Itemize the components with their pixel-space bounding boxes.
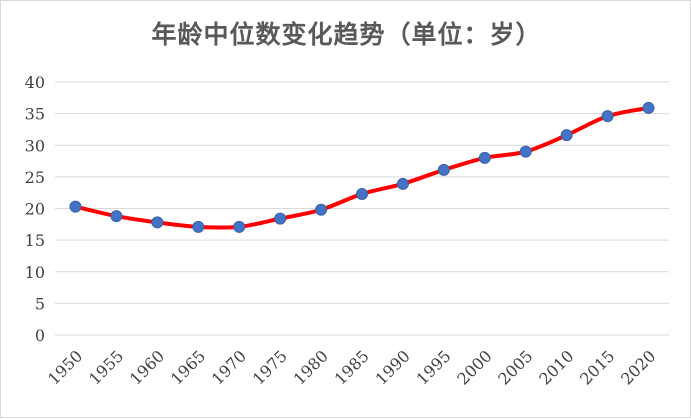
data-point	[478, 151, 491, 164]
y-tick-label: 0	[35, 326, 45, 345]
data-point	[192, 220, 205, 233]
x-tick-label: 1965	[167, 346, 209, 388]
data-point	[356, 187, 368, 200]
y-axis-tick-labels: 0 5 10 15 20 25 30 35 40	[25, 73, 45, 345]
x-tick-label: 1960	[126, 346, 168, 388]
x-tick-label: 1985	[331, 346, 373, 388]
x-tick-label: 2015	[576, 346, 618, 388]
data-point	[642, 101, 655, 114]
y-tick-label: 20	[25, 200, 45, 219]
y-tick-label: 35	[25, 105, 45, 124]
data-point	[69, 200, 82, 213]
data-points	[69, 101, 655, 233]
x-tick-label: 1955	[85, 346, 127, 388]
y-tick-label: 30	[25, 136, 45, 155]
x-tick-label: 1970	[208, 346, 250, 388]
series-line	[73, 105, 651, 230]
x-tick-label: 2005	[494, 346, 536, 388]
data-point	[315, 203, 328, 216]
data-point	[396, 177, 409, 190]
series-layer	[73, 105, 651, 230]
x-tick-label: 1995	[412, 346, 454, 388]
x-tick-label: 2020	[617, 346, 659, 388]
y-tick-label: 25	[25, 168, 45, 187]
x-tick-label: 2000	[453, 346, 495, 388]
x-tick-label: 1950	[44, 346, 86, 388]
data-point	[274, 212, 287, 225]
data-point	[233, 220, 246, 233]
data-point	[519, 145, 532, 158]
x-tick-label: 2010	[535, 346, 577, 388]
data-point	[560, 129, 573, 142]
x-axis-tick-labels: 1950195519601965197019751980198519901995…	[44, 346, 659, 388]
chart-title: 年龄中位数变化趋势（单位：岁）	[151, 20, 542, 49]
y-tick-label: 5	[35, 294, 45, 313]
y-tick-label: 10	[25, 263, 45, 282]
data-point	[110, 210, 123, 223]
data-point	[151, 216, 164, 229]
x-tick-label: 1975	[249, 346, 291, 388]
data-point	[437, 163, 450, 176]
x-tick-label: 1980	[290, 346, 332, 388]
data-point	[601, 110, 614, 123]
y-tick-label: 15	[25, 231, 45, 250]
y-tick-label: 40	[25, 73, 45, 92]
gridlines	[55, 81, 669, 336]
x-tick-label: 1990	[372, 346, 414, 388]
